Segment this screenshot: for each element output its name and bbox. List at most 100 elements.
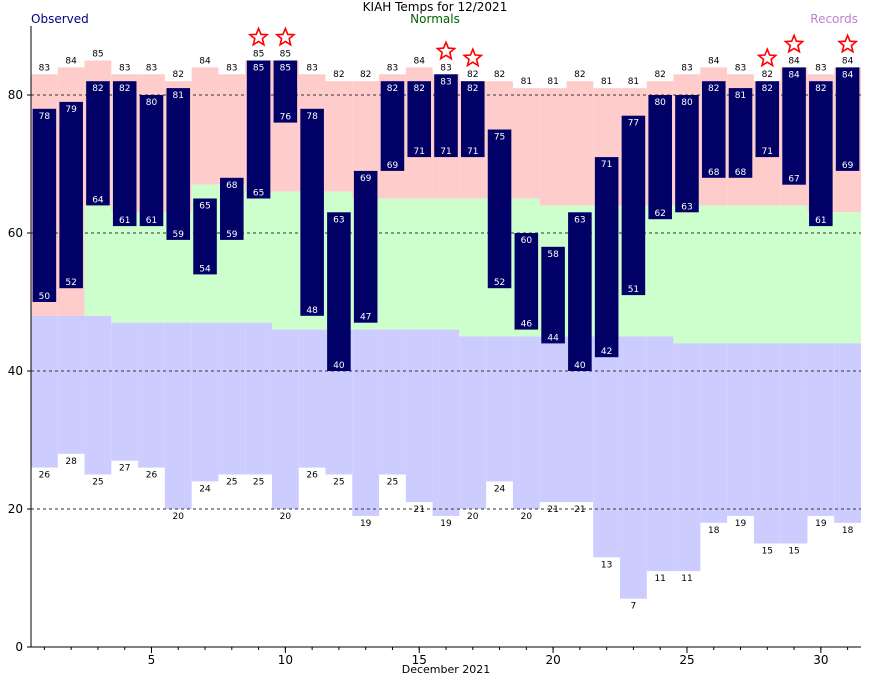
record-low-label: 25 [387,478,398,488]
record-low-label: 24 [494,484,506,494]
observed-low-label: 59 [226,230,238,240]
observed-high-label: 82 [708,84,719,94]
observed-bar [300,108,324,316]
record-high-band [218,74,246,185]
observed-bar [380,81,405,171]
observed-high-label: 63 [333,215,344,225]
observed-bar [112,81,137,227]
normal-band [646,205,674,337]
record-low-band [84,315,112,475]
observed-low-label: 64 [92,195,104,205]
record-low-label: 11 [654,574,665,584]
observed-high-label: 78 [306,112,318,122]
normal-band [379,198,406,330]
record-high-label: 81 [601,77,612,87]
record-star-icon [783,33,805,54]
record-low-band [379,329,406,475]
observed-low-label: 42 [601,347,612,357]
observed-low-label: 71 [762,147,773,157]
record-low-band [673,343,701,572]
x-tick-label: 15 [412,653,427,667]
observed-high-label: 84 [788,70,800,80]
record-low-band [298,329,326,468]
record-low-label: 19 [440,519,452,529]
record-star-icon [462,47,484,68]
record-low-label: 18 [708,526,720,536]
observed-high-label: 71 [601,160,612,170]
observed-high-label: 60 [521,236,533,246]
observed-low-label: 61 [146,216,157,226]
normal-band [673,205,701,344]
observed-bar [220,177,244,240]
record-low-band [700,343,728,523]
observed-bar [193,198,217,275]
record-low-band [753,343,781,544]
record-high-label: 82 [360,70,371,80]
record-high-label: 84 [842,56,854,66]
observed-bar [648,95,672,220]
record-low-label: 20 [280,512,292,522]
observed-low-label: 51 [628,285,639,295]
observed-bar [675,95,699,213]
observed-low-label: 68 [708,168,720,178]
record-high-label: 83 [39,63,50,73]
observed-high-label: 80 [146,98,158,108]
x-tick-label: 30 [813,653,828,667]
record-low-label: 24 [199,484,211,494]
record-low-band [807,343,835,516]
record-high-label: 81 [521,77,532,87]
record-high-label: 83 [815,63,826,73]
normal-band [138,212,165,323]
record-low-label: 25 [333,478,344,488]
normal-band [700,205,728,344]
y-tick-label: 60 [8,226,23,240]
observed-high-label: 82 [815,84,826,94]
observed-low-label: 61 [815,216,826,226]
y-tick-label: 40 [8,364,23,378]
record-high-label: 81 [547,77,558,87]
observed-low-label: 71 [413,147,424,157]
record-high-band [191,67,219,185]
observed-bar [809,81,833,227]
record-high-label: 83 [119,63,130,73]
chart-title: KIAH Temps for 12/2021 [362,0,508,14]
record-low-band [432,329,460,516]
observed-low-label: 40 [574,361,586,371]
record-low-label: 25 [92,478,103,488]
record-high-label: 83 [681,63,692,73]
legend-observed: Observed [31,12,89,26]
record-high-band [539,88,567,206]
observed-high-label: 81 [173,91,184,101]
observed-low-label: 61 [119,216,130,226]
normal-band [727,205,754,344]
record-low-label: 11 [681,574,692,584]
record-low-label: 28 [65,457,77,467]
record-star-icon [247,26,270,47]
observed-high-label: 81 [735,91,746,101]
record-high-label: 85 [280,50,291,60]
observed-low-label: 63 [681,202,692,212]
record-high-label: 82 [762,70,773,80]
record-low-band [111,322,139,461]
record-high-label: 82 [654,70,665,80]
record-star-icon [274,26,296,47]
record-star-icon [837,33,859,54]
observed-low-label: 67 [788,175,799,185]
observed-low-label: 65 [253,189,264,199]
record-low-label: 18 [842,526,854,536]
record-low-label: 26 [306,471,318,481]
observed-high-label: 82 [119,84,130,94]
observed-bar [514,233,539,330]
record-low-label: 26 [146,471,158,481]
record-high-label: 82 [333,70,344,80]
record-high-label: 85 [253,50,264,60]
observed-high-label: 84 [842,70,854,80]
observed-low-label: 44 [547,333,559,343]
observed-bar [782,67,806,185]
observed-high-label: 75 [494,133,505,143]
observed-high-label: 79 [65,105,77,115]
observed-low-label: 48 [306,306,318,316]
record-low-band [486,336,513,482]
record-low-band [218,322,246,475]
observed-high-label: 82 [413,84,424,94]
